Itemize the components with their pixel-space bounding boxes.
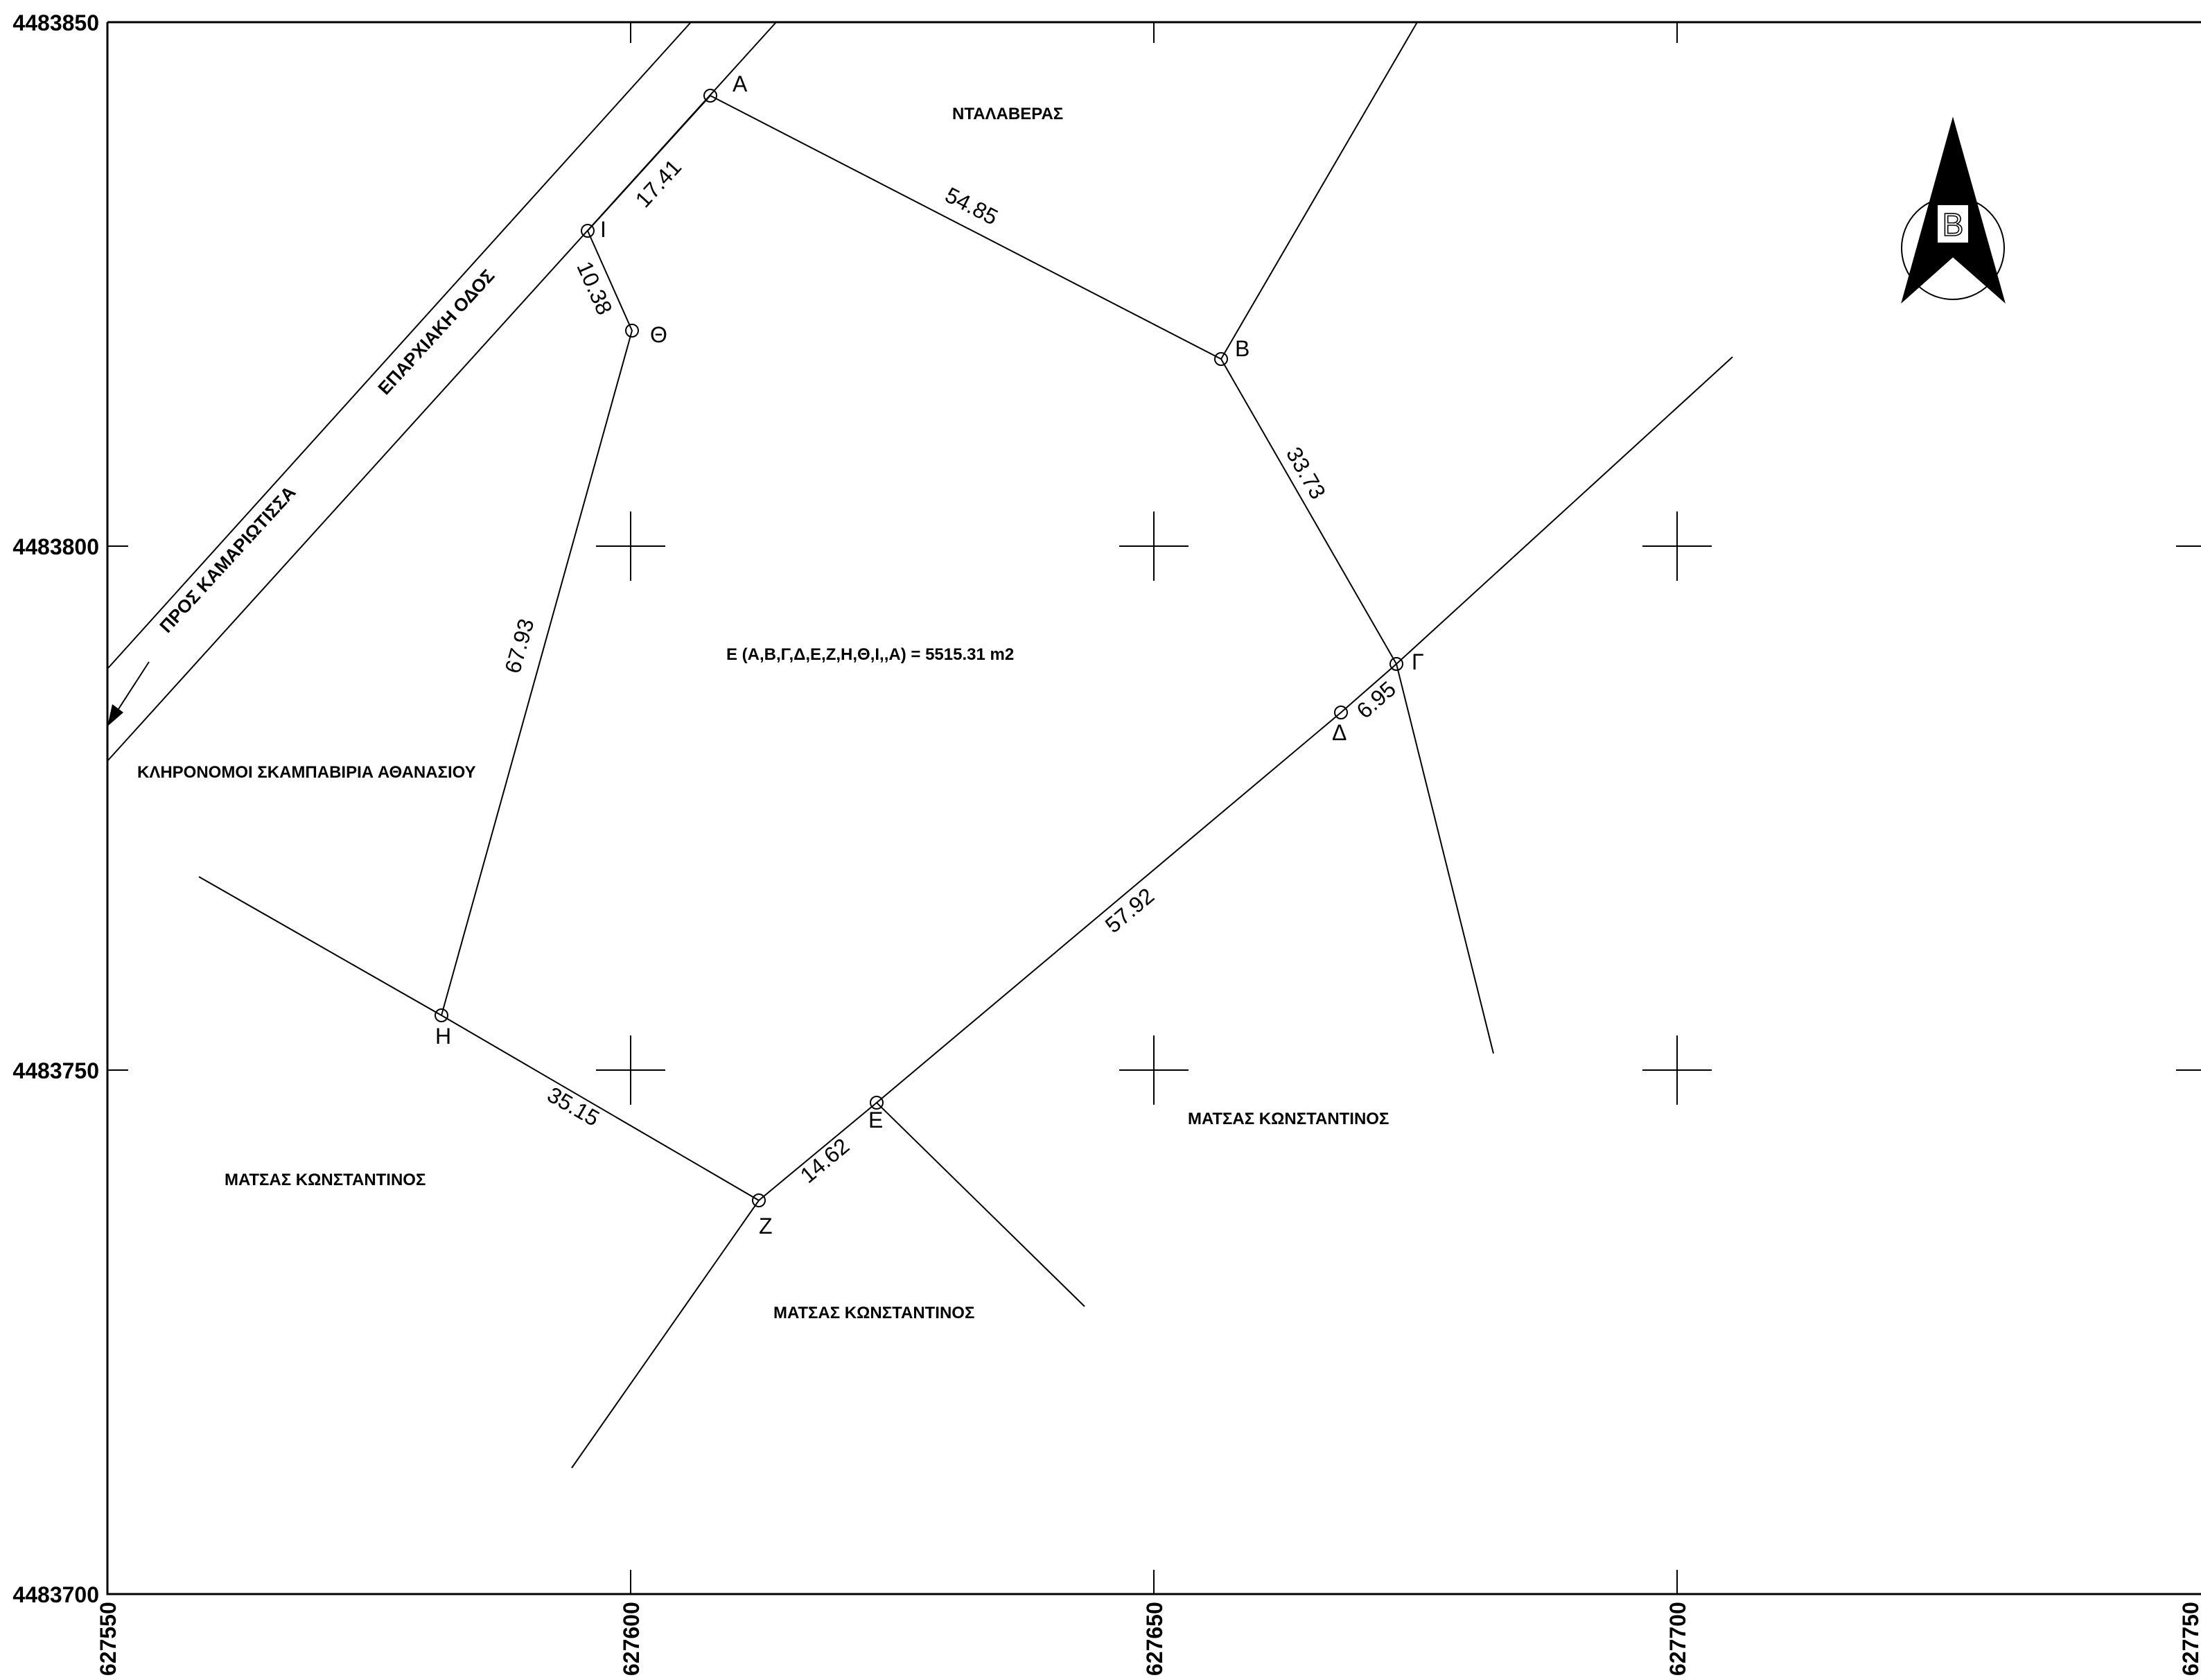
- parcel-boundary: [440, 94, 1398, 1202]
- owner-north: ΝΤΑΛΑΒΕΡΑΣ: [952, 105, 1063, 123]
- road-direction-arrow: [107, 661, 150, 726]
- owner-southwest: ΜΑΤΣΑΣ ΚΩΝΣΤΑΝΤΙΝΟΣ: [225, 1171, 426, 1189]
- vertex-label-H: Η: [435, 1024, 451, 1049]
- parcel-area-label: Ε (Α,Β,Γ,Δ,Ε,Ζ,Η,Θ,Ι,,Α) = 5515.31 m2: [726, 645, 1014, 664]
- distance-THI: 10.38: [572, 258, 617, 319]
- x-label-627650: 627650: [1142, 1602, 1167, 1676]
- road-direction-label: ΠΡΟΣ ΚΑΜΑΡΙΩΤΙΣΣΑ: [155, 482, 299, 637]
- distance-GD: 6.95: [1351, 676, 1401, 724]
- north-arrow-icon: Β: [1901, 116, 2006, 304]
- distance-AB: 54.85: [941, 182, 1002, 230]
- x-label-627700: 627700: [1665, 1602, 1690, 1676]
- vertex-label-D: Δ: [1332, 720, 1347, 745]
- owner-south: ΜΑΤΣΑΣ ΚΩΝΣΤΑΝΤΙΝΟΣ: [773, 1304, 974, 1322]
- frame-ticks: [107, 22, 2201, 1594]
- north-arrow-letter: Β: [1943, 207, 1964, 243]
- x-label-627550: 627550: [96, 1602, 121, 1676]
- y-label-4483850: 4483850: [12, 10, 99, 35]
- distance-ZH: 35.15: [543, 1082, 604, 1131]
- vertex-label-I: Ι: [600, 217, 606, 242]
- distance-EZ: 14.62: [796, 1133, 854, 1188]
- y-label-4483700: 4483700: [12, 1582, 99, 1607]
- vertex-label-TH: Θ: [650, 322, 667, 347]
- neighbour-boundaries: [198, 21, 1733, 1469]
- y-label-4483750: 4483750: [12, 1058, 99, 1083]
- vertex-markers: [435, 89, 1403, 1207]
- vertex-label-B: Β: [1235, 336, 1249, 361]
- vertex-label-Z: Ζ: [759, 1214, 773, 1239]
- owner-west: ΚΛΗΡΟΝΟΜΟΙ ΣΚΑΜΠΑΒΙΡΙΑ ΑΘΑΝΑΣΙΟΥ: [137, 763, 476, 782]
- road-name-label: ΕΠΑΡΧΙΑΚΗ ΟΔΟΣ: [374, 265, 498, 399]
- owner-southeast: ΜΑΤΣΑΣ ΚΩΝΣΤΑΝΤΙΝΟΣ: [1188, 1110, 1389, 1128]
- vertex-label-E: Ε: [868, 1108, 883, 1132]
- distance-IA: 17.41: [631, 155, 687, 212]
- x-label-627600: 627600: [619, 1602, 644, 1676]
- vertex-label-A: Α: [733, 71, 748, 96]
- map-frame: [106, 21, 2201, 1595]
- y-label-4483800: 4483800: [12, 534, 99, 559]
- x-label-627750: 627750: [2178, 1602, 2201, 1676]
- distance-DE: 57.92: [1100, 883, 1159, 938]
- distance-HTH: 67.93: [500, 616, 538, 676]
- grid-crosses: [596, 511, 1712, 1105]
- vertex-label-G: Γ: [1412, 649, 1424, 674]
- distance-BG: 33.73: [1281, 443, 1331, 503]
